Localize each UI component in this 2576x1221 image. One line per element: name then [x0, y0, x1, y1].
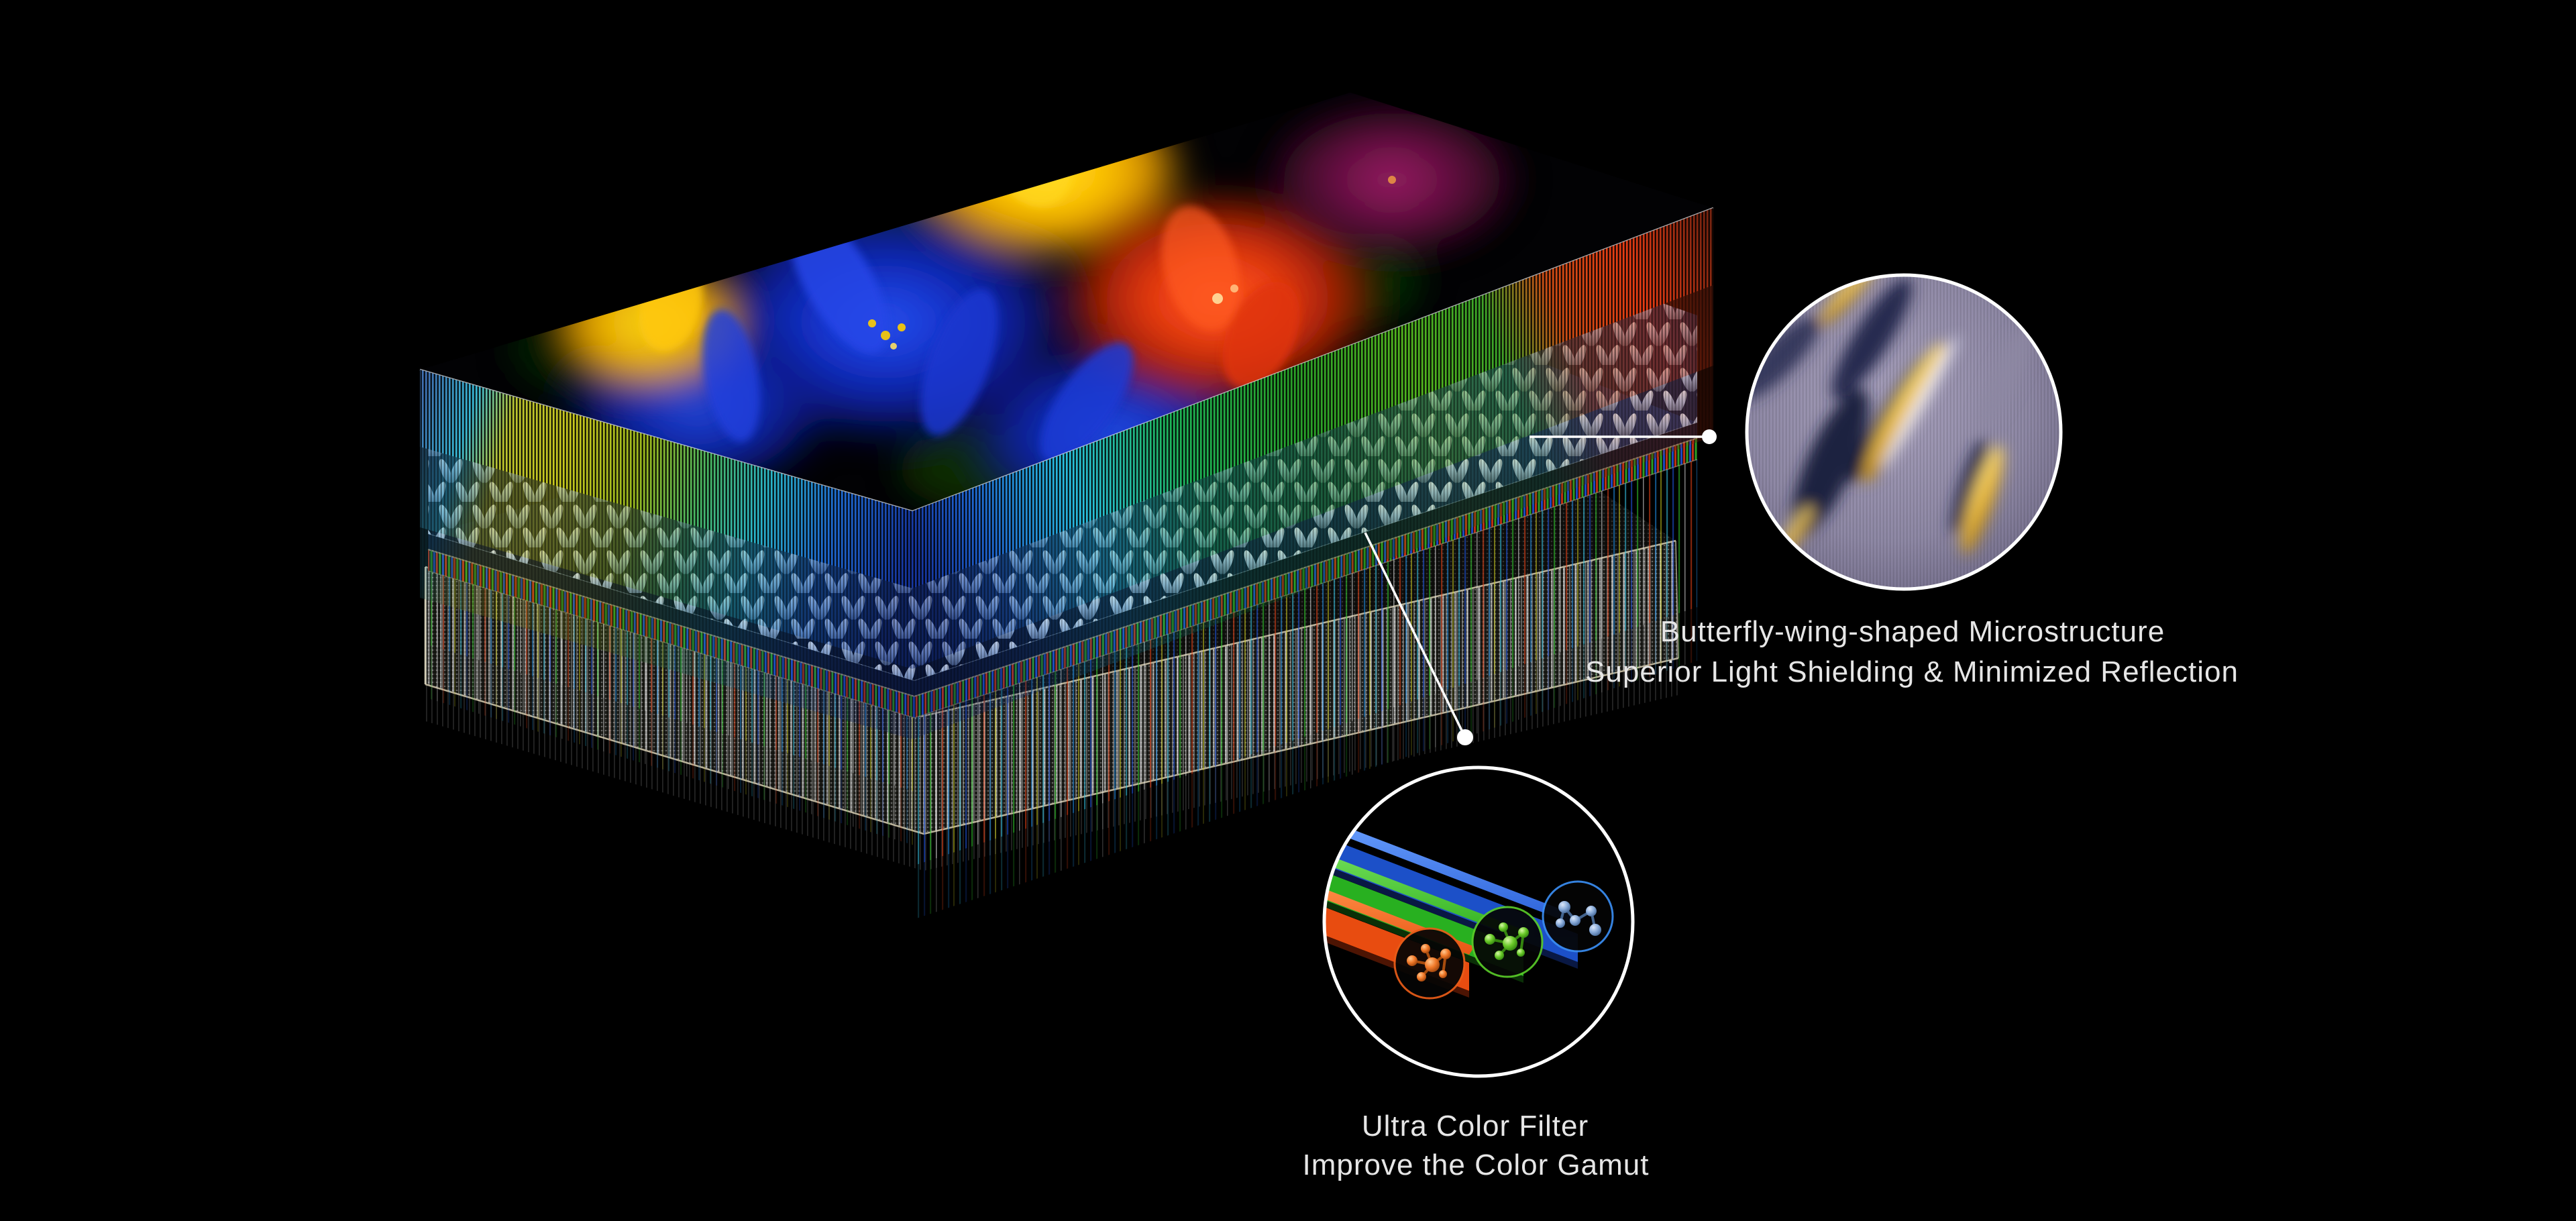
molecule-green [1471, 906, 1544, 978]
callout-ring-filter [1322, 765, 1635, 1078]
caption-filter-line1: Ultra Color Filter [1362, 1110, 1589, 1143]
right-edge-drips [912, 208, 1713, 739]
caption-filter-line2: Improve the Color Gamut [1303, 1149, 1650, 1181]
connector-dot-microstructure [1702, 429, 1717, 444]
closeup-wings [1747, 275, 2035, 569]
caption-microstructure-line1: Butterfly-wing-shaped Microstructure [1660, 615, 2165, 648]
molecule-orange [1393, 927, 1466, 1000]
callout-filter-circle [1322, 765, 1635, 1078]
caption-microstructure-line2: Superior Light Shielding & Minimized Ref… [1585, 655, 2239, 688]
microstructure-hanging-drips [428, 460, 1697, 919]
connector-dot-filter [1457, 729, 1473, 745]
callout-ring-microstructure [1745, 273, 2063, 591]
display-image-layer [419, 93, 1714, 739]
left-edge-drips [420, 370, 912, 739]
callout-microstructure-circle [1745, 273, 2063, 591]
connector-line-filter [1364, 532, 1466, 738]
molecule-blue [1542, 880, 1614, 953]
connectors [1364, 429, 1717, 745]
captions: Butterfly-wing-shaped Microstructure Sup… [1303, 615, 2239, 1181]
